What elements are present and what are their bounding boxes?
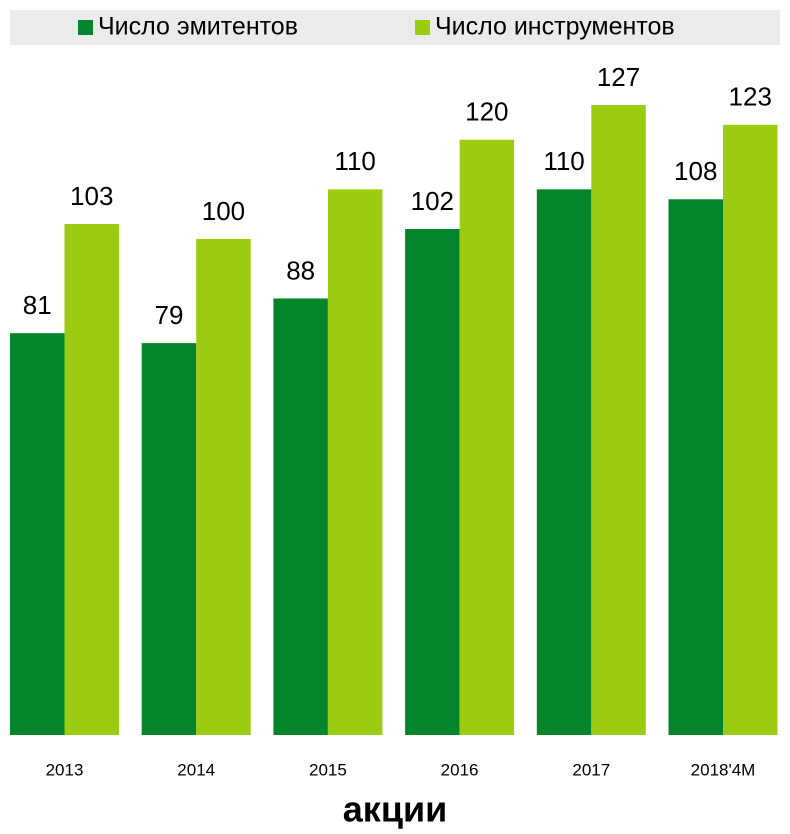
data-label: 110 bbox=[334, 146, 375, 176]
x-tick-label: 2018'4M bbox=[691, 760, 756, 779]
bar bbox=[459, 139, 515, 735]
x-tick-label: 2014 bbox=[177, 760, 215, 779]
data-label: 81 bbox=[23, 290, 52, 320]
x-tick-label: 2013 bbox=[46, 760, 84, 779]
legend-swatch bbox=[78, 20, 93, 35]
x-tick-label: 2015 bbox=[309, 760, 347, 779]
data-label: 100 bbox=[202, 196, 245, 226]
data-label: 88 bbox=[286, 255, 315, 285]
bar bbox=[196, 238, 251, 735]
bar bbox=[591, 105, 646, 735]
bar bbox=[723, 124, 778, 735]
bar bbox=[327, 189, 383, 736]
bar bbox=[273, 298, 328, 735]
legend-label: Число эмитентов bbox=[98, 13, 298, 41]
legend-background bbox=[10, 10, 780, 45]
data-label: 79 bbox=[154, 300, 183, 330]
data-label: 110 bbox=[543, 146, 584, 176]
data-label: 103 bbox=[70, 181, 113, 211]
bar bbox=[10, 333, 65, 735]
bar bbox=[64, 224, 119, 735]
bar bbox=[536, 189, 592, 736]
data-label: 120 bbox=[465, 97, 508, 127]
legend-label: Число инструментов bbox=[435, 13, 675, 41]
bar bbox=[668, 199, 723, 736]
legend-swatch bbox=[415, 20, 430, 35]
data-label: 108 bbox=[674, 156, 717, 186]
x-tick-label: 2017 bbox=[572, 760, 610, 779]
data-label: 102 bbox=[411, 186, 454, 216]
data-label: 123 bbox=[729, 82, 772, 112]
bar bbox=[141, 343, 197, 735]
data-label: 127 bbox=[597, 62, 640, 92]
bar bbox=[405, 229, 460, 735]
x-tick-label: 2016 bbox=[441, 760, 479, 779]
chart-title: акции bbox=[343, 789, 447, 830]
